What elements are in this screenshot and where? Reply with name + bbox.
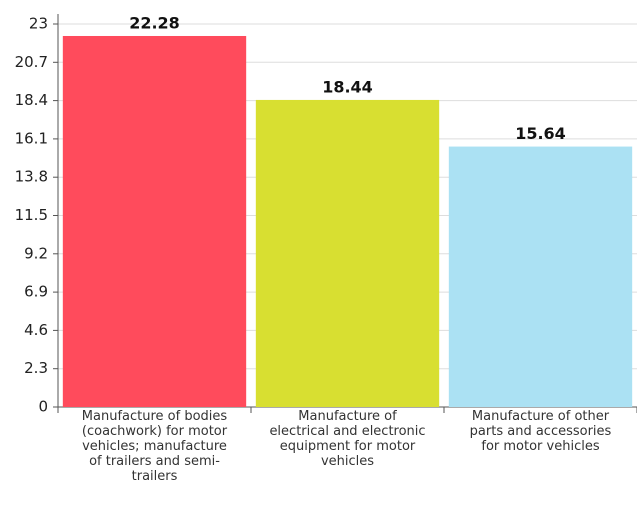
y-tick-label: 0 [38, 398, 48, 416]
y-tick-label: 13.8 [15, 168, 48, 186]
value-label: 22.28 [129, 13, 180, 32]
x-tick-label: Manufacture of electrical and electronic… [269, 409, 426, 469]
y-tick-label: 9.2 [24, 244, 48, 262]
y-tick-label: 23 [29, 15, 48, 33]
value-label: 18.44 [322, 77, 373, 96]
value-label: 15.64 [515, 124, 566, 143]
y-tick-label: 16.1 [15, 129, 48, 147]
y-tick-label: 2.3 [24, 359, 48, 377]
y-tick-label: 20.7 [15, 53, 48, 71]
bar [448, 146, 633, 407]
x-tick-label: Manufacture of other parts and accessori… [469, 409, 612, 454]
y-tick-label: 11.5 [15, 206, 48, 224]
bar [62, 35, 247, 408]
y-tick-label: 18.4 [15, 91, 48, 109]
bar [255, 99, 440, 408]
y-tick-label: 6.9 [24, 283, 48, 301]
x-tick-label: Manufacture of bodies (coachwork) for mo… [81, 409, 228, 484]
y-tick-label: 4.6 [24, 321, 48, 339]
